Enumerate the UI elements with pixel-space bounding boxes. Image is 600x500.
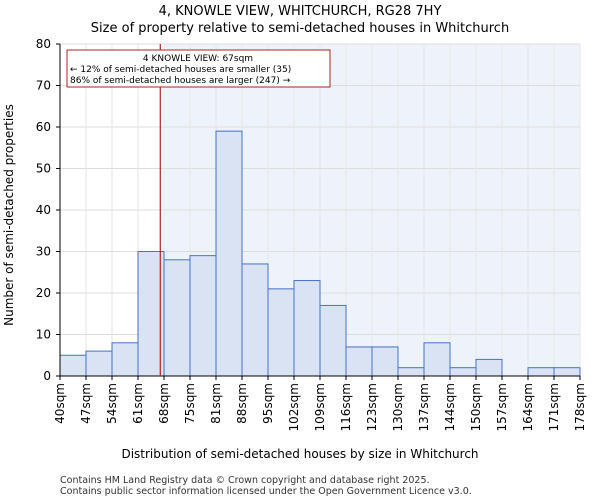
annotation-box: 4 KNOWLE VIEW: 67sqm ← 12% of semi-detac… xyxy=(66,49,331,88)
bar xyxy=(111,342,139,377)
y-tick-label: 80 xyxy=(36,37,51,51)
bar xyxy=(553,367,581,377)
bar xyxy=(527,367,555,377)
x-tick-label: 116sqm xyxy=(339,383,353,431)
x-tick-label: 54sqm xyxy=(105,383,119,424)
x-tick-label: 164sqm xyxy=(521,383,535,431)
x-tick-label: 130sqm xyxy=(391,383,405,431)
x-tick-label: 88sqm xyxy=(235,383,249,424)
bar xyxy=(189,255,217,377)
x-tick-label: 171sqm xyxy=(547,383,561,431)
x-ticks: 40sqm 47sqm 54sqm 61sqm 68sqm 75sqm 81sqm 88sqm… xyxy=(53,376,587,431)
annotation-line1: 4 KNOWLE VIEW: 67sqm xyxy=(143,54,253,64)
y-tick-label: 20 xyxy=(36,286,51,300)
x-tick-label: 68sqm xyxy=(157,383,171,424)
x-tick-label: 61sqm xyxy=(131,383,145,424)
footer-line1: Contains HM Land Registry data © Crown c… xyxy=(60,475,430,486)
bar xyxy=(423,342,451,377)
x-tick-label: 137sqm xyxy=(417,383,431,431)
footer-line2: Contains public sector information licen… xyxy=(60,486,472,497)
chart-title: 4, KNOWLE VIEW, WHITCHURCH, RG28 7HY xyxy=(159,4,442,19)
x-tick-label: 144sqm xyxy=(443,383,457,431)
y-ticks: 0 10 20 30 40 50 60 70 80 xyxy=(36,37,60,383)
y-tick-label: 0 xyxy=(43,369,51,383)
y-tick-label: 60 xyxy=(36,120,51,134)
y-tick-label: 10 xyxy=(36,328,51,342)
x-tick-label: 75sqm xyxy=(183,383,197,424)
annotation-frame xyxy=(66,49,331,88)
x-tick-label: 81sqm xyxy=(209,383,223,424)
bar xyxy=(241,263,269,377)
y-tick-label: 50 xyxy=(36,162,51,176)
bar xyxy=(163,259,191,377)
bar xyxy=(449,367,477,377)
x-tick-label: 178sqm xyxy=(573,383,587,431)
x-tick-label: 95sqm xyxy=(261,383,275,424)
x-tick-label: 150sqm xyxy=(469,383,483,431)
bar xyxy=(345,346,373,377)
bar xyxy=(137,251,165,377)
bar xyxy=(319,304,347,377)
bar xyxy=(267,288,295,377)
bar xyxy=(475,358,503,377)
x-tick-label: 47sqm xyxy=(79,383,93,424)
x-axis-label: Distribution of semi-detached houses by … xyxy=(121,447,478,461)
y-axis-label: Number of semi-detached properties xyxy=(2,104,16,326)
x-tick-label: 157sqm xyxy=(495,383,509,431)
x-tick-label: 123sqm xyxy=(365,383,379,431)
annotation-line3: 86% of semi-detached houses are larger (… xyxy=(70,76,291,86)
y-tick-label: 30 xyxy=(36,245,51,259)
bar xyxy=(85,350,113,377)
x-tick-label: 40sqm xyxy=(53,383,67,424)
bars xyxy=(59,130,581,377)
annotation-line2: ← 12% of semi-detached houses are smalle… xyxy=(70,65,291,75)
y-tick-label: 70 xyxy=(36,79,51,93)
y-tick-label: 40 xyxy=(36,203,51,217)
bar xyxy=(59,354,87,377)
bar xyxy=(397,367,425,377)
x-tick-label: 109sqm xyxy=(313,383,327,431)
x-tick-label: 102sqm xyxy=(287,383,301,431)
bar xyxy=(371,346,399,377)
bar xyxy=(215,130,243,377)
chart-subtitle: Size of property relative to semi-detach… xyxy=(91,21,509,36)
bar xyxy=(293,280,321,377)
